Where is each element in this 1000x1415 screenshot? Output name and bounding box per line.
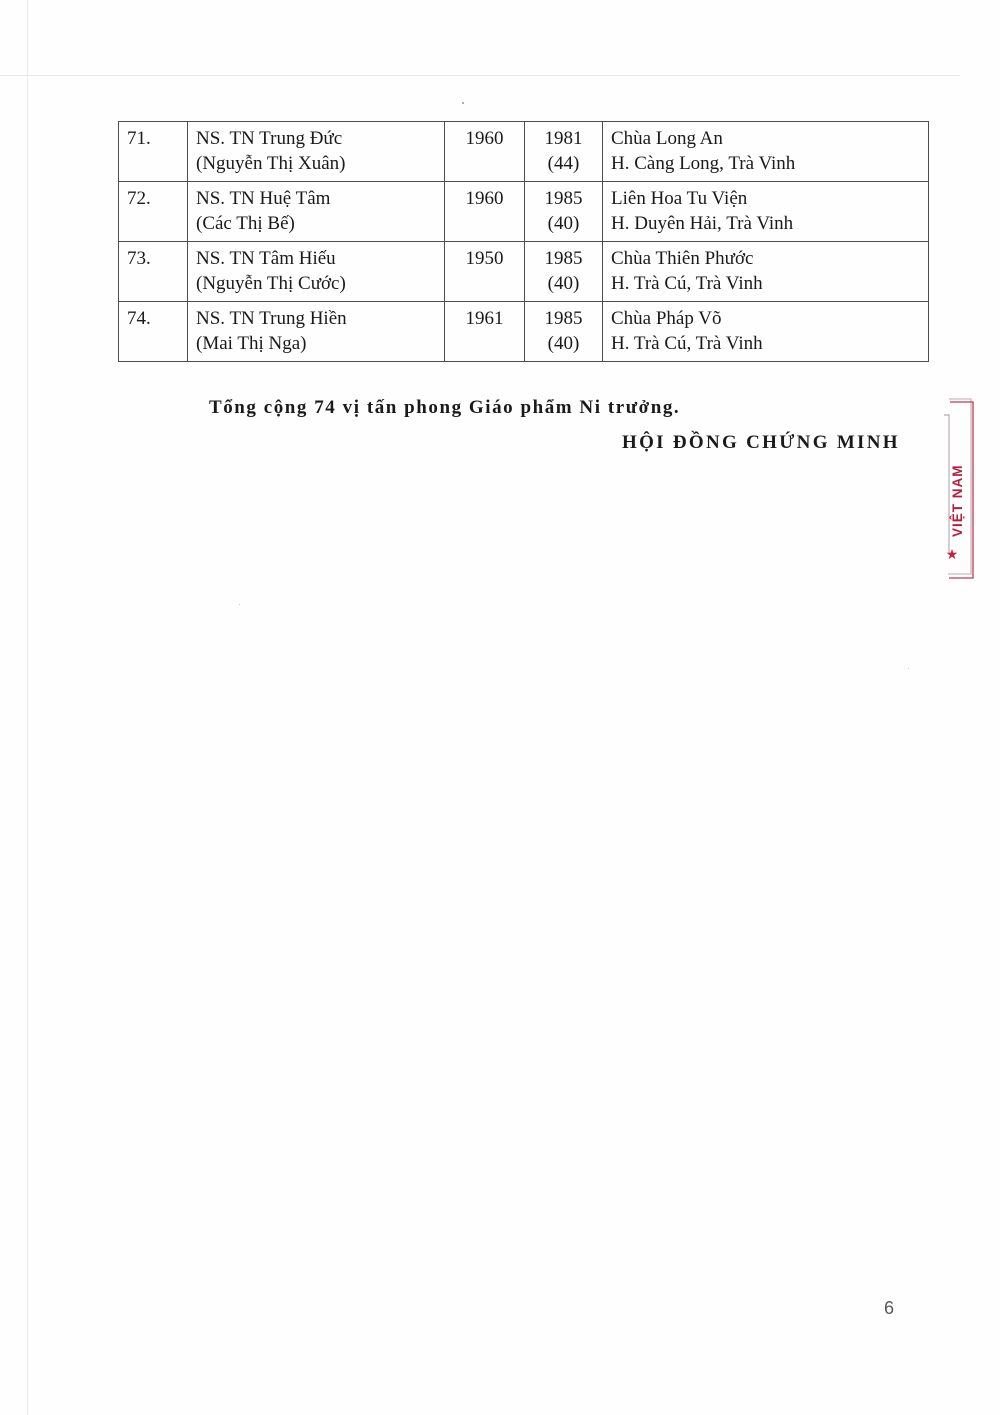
- svg-text:★: ★: [946, 546, 959, 562]
- svg-text:VIỆT NAM: VIỆT NAM: [950, 464, 965, 537]
